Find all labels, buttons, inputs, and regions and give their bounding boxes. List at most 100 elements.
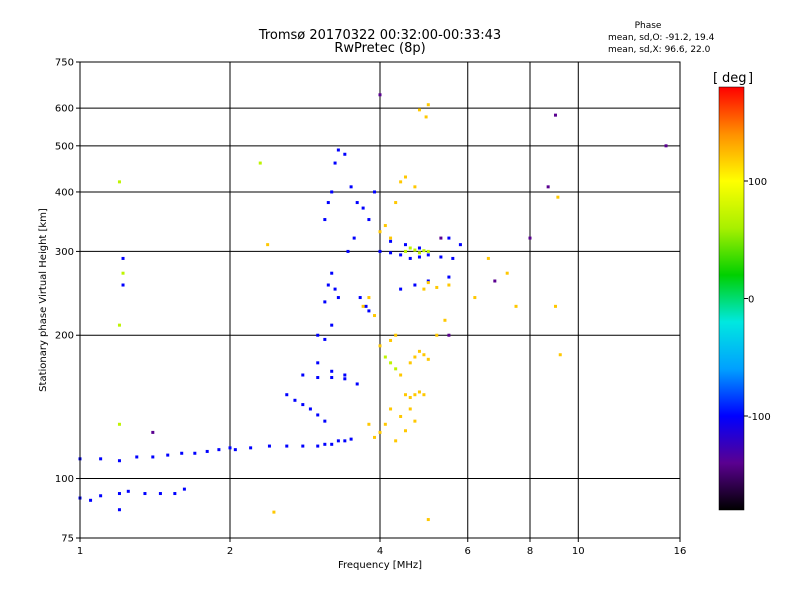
data-point [117, 323, 121, 327]
data-point [486, 256, 490, 260]
x-axis-label: Frequency [MHz] [338, 560, 422, 571]
data-point [323, 218, 327, 222]
data-point [394, 333, 398, 337]
colorbar-tick-label: -100 [748, 412, 771, 423]
colorbar-ticks: 100 0 -100 [744, 177, 771, 423]
data-point [346, 249, 350, 253]
y-tick-label: 75 [61, 534, 74, 545]
data-point [326, 201, 330, 205]
phase-stats-title: Phase [634, 21, 662, 31]
colorbar-tick-label: 100 [748, 177, 767, 188]
phase-stats-o-mode: mean, sd,O: -91.2, 19.4 [608, 33, 715, 43]
data-point [333, 161, 337, 165]
data-point [293, 398, 297, 402]
phase-colorbar: [ deg ] 100 0 -100 [713, 71, 771, 511]
data-point [546, 185, 550, 189]
data-point [447, 283, 451, 287]
data-point [193, 451, 197, 455]
data-point [336, 148, 340, 152]
data-point [121, 256, 125, 260]
data-point [117, 492, 121, 496]
data-point [301, 403, 305, 407]
data-point [417, 246, 421, 250]
data-point [399, 414, 403, 418]
data-point [158, 492, 162, 496]
data-point [126, 489, 130, 493]
data-point [408, 395, 412, 399]
data-point [413, 419, 417, 423]
data-point [426, 279, 430, 283]
data-point [664, 144, 668, 148]
data-point [352, 236, 356, 240]
data-point [330, 442, 334, 446]
data-point [121, 283, 125, 287]
data-point [443, 318, 447, 322]
data-point [180, 451, 184, 455]
data-point [343, 439, 347, 443]
data-point [117, 459, 121, 463]
data-point [378, 230, 382, 234]
y-tick-label: 200 [55, 331, 74, 342]
data-point [505, 271, 509, 275]
x-tick-label: 4 [377, 546, 383, 557]
data-point [316, 413, 320, 417]
data-point [553, 113, 557, 117]
data-point [422, 353, 426, 357]
data-point [439, 255, 443, 259]
data-point [99, 494, 103, 498]
data-point [458, 243, 462, 247]
data-point [316, 361, 320, 365]
data-point [361, 206, 365, 210]
x-tick-label: 16 [674, 546, 687, 557]
data-point [394, 201, 398, 205]
data-point [373, 190, 377, 194]
data-point [367, 309, 371, 313]
data-point [389, 407, 393, 411]
phase-stats-x-mode: mean, sd,X: 96.6, 22.0 [608, 45, 711, 55]
data-point [358, 296, 362, 300]
colorbar-tick-label: 0 [748, 295, 754, 306]
data-point [343, 377, 347, 381]
data-point [323, 337, 327, 341]
data-point [389, 251, 393, 255]
data-point [422, 287, 426, 291]
data-point [378, 430, 382, 434]
data-point [336, 296, 340, 300]
colorbar-unit-label: deg [722, 71, 747, 86]
y-tick-label: 600 [55, 104, 74, 115]
data-point [435, 333, 439, 337]
chart-subtitle: RwPretec (8p) [334, 41, 426, 56]
data-point [316, 333, 320, 337]
data-point [117, 422, 121, 426]
data-point [373, 314, 377, 318]
data-point [316, 444, 320, 448]
data-point [408, 256, 412, 260]
data-point [205, 449, 209, 453]
y-tick-label: 750 [55, 58, 74, 69]
data-point [403, 243, 407, 247]
data-point [447, 333, 451, 337]
data-point [389, 338, 393, 342]
data-point [399, 253, 403, 257]
data-point [417, 390, 421, 394]
data-point [383, 422, 387, 426]
data-point [413, 355, 417, 359]
x-tick-label: 10 [572, 546, 585, 557]
data-point [173, 492, 177, 496]
data-point [121, 271, 125, 275]
y-axis-label: Stationary phase Virtual Height [km] [38, 208, 49, 392]
data-point [323, 419, 327, 423]
axis-ticks: 1 2 4 6 8 10 16 75 100 200 300 400 500 600 750 [55, 58, 686, 558]
data-point [399, 287, 403, 291]
y-tick-label: 400 [55, 187, 74, 198]
data-point [413, 185, 417, 189]
data-point [285, 393, 289, 397]
data-point [355, 201, 359, 205]
data-point [343, 152, 347, 156]
data-point [316, 376, 320, 380]
data-point [447, 275, 451, 279]
x-tick-label: 1 [77, 546, 83, 557]
data-point [378, 249, 382, 253]
data-point [408, 407, 412, 411]
